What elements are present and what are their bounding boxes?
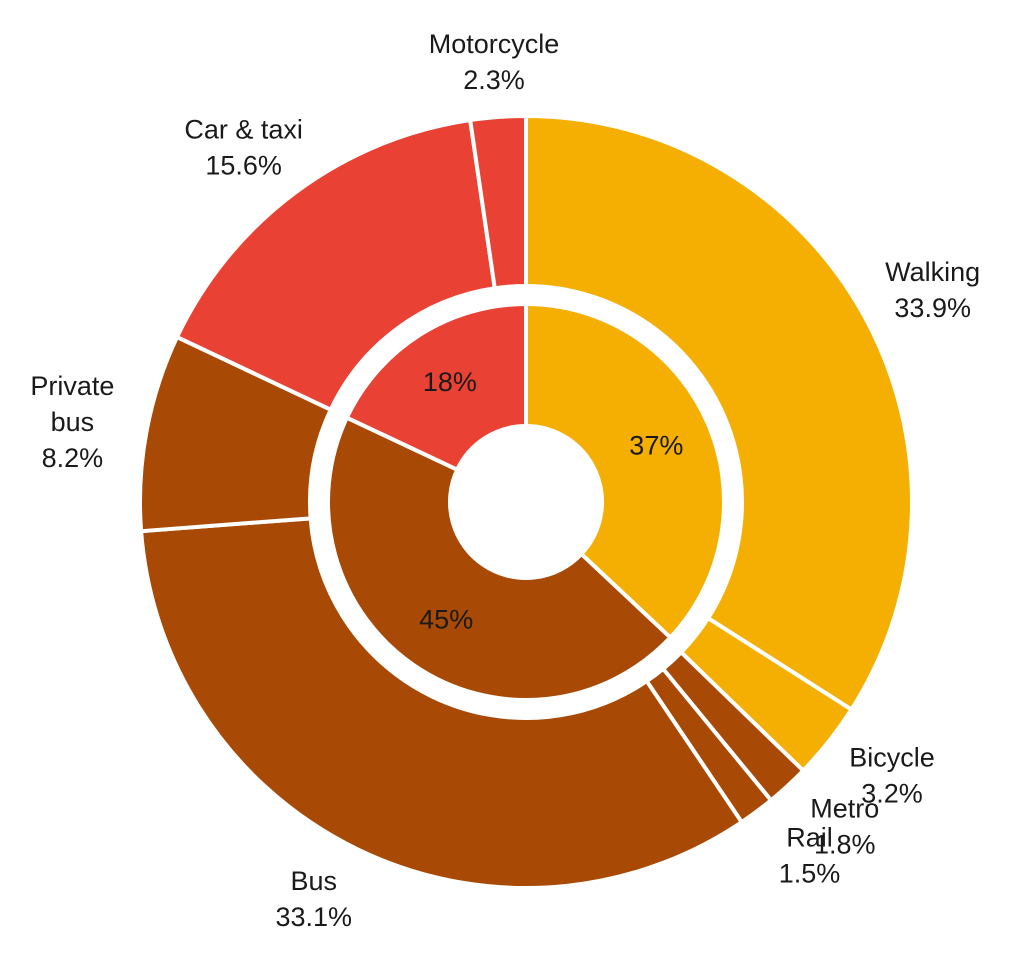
outer-label-car-taxi: Car & taxi 15.6% bbox=[184, 115, 303, 181]
inner-slice-motorized bbox=[344, 302, 528, 472]
inner-ring bbox=[326, 302, 726, 702]
outer-slice-car-taxi bbox=[175, 118, 497, 412]
outer-label-walking: Walking 33.9% bbox=[885, 257, 980, 323]
outer-label-motorcycle: Motorcycle 2.3% bbox=[429, 29, 560, 95]
inner-label-public: 45% bbox=[419, 604, 473, 634]
outer-label-bus: Bus 33.1% bbox=[275, 866, 352, 932]
outer-slice-walking bbox=[524, 114, 914, 712]
outer-slice-motorcycle bbox=[468, 114, 528, 291]
labels: Walking 33.9% Bicycle 3.2%Metro 1.8%Rail 1.5%… bbox=[30, 29, 980, 932]
inner-slice-public bbox=[326, 415, 673, 702]
inner-label-walking: 37% bbox=[629, 431, 683, 461]
outer-label-private-bus: Private bus 8.2% bbox=[30, 371, 114, 473]
inner-label-motorized: 18% bbox=[423, 367, 477, 397]
outer-label-metro: Metro 1.8% bbox=[810, 793, 879, 859]
outer-ring bbox=[138, 114, 914, 890]
outer-label-bicycle: Bicycle 3.2% bbox=[849, 742, 935, 808]
outer-slice-bus bbox=[139, 516, 744, 890]
outer-label-rail: Rail 1.5% bbox=[779, 823, 841, 889]
inner-slice-walking bbox=[524, 302, 726, 640]
